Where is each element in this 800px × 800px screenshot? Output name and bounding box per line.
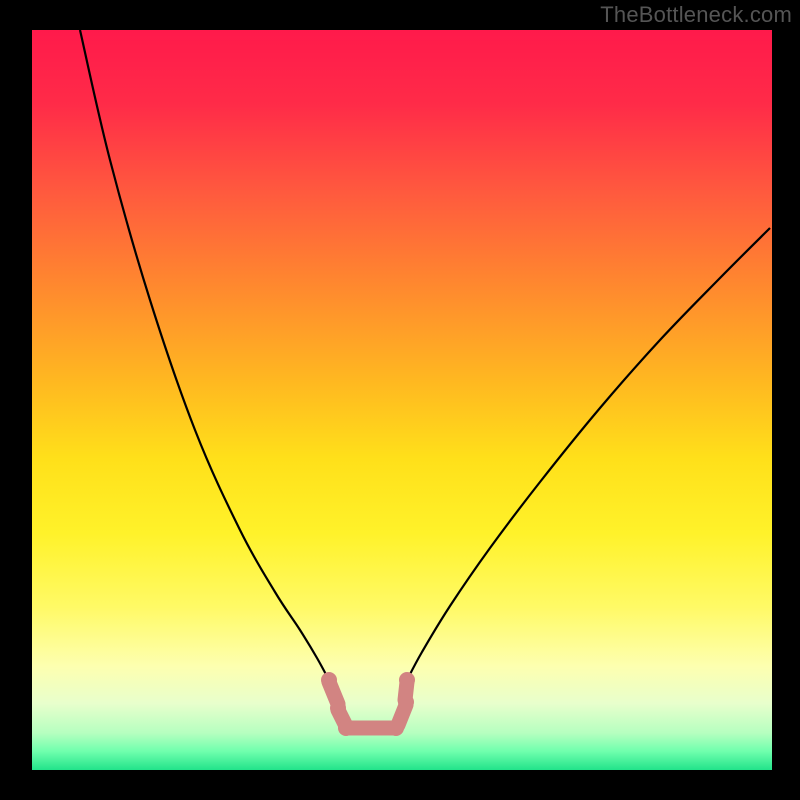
plot-gradient-background	[32, 30, 772, 770]
chart-frame: TheBottleneck.com	[0, 0, 800, 800]
trough-dot	[330, 700, 346, 716]
bottleneck-curve-chart	[0, 0, 800, 800]
trough-dot	[388, 720, 404, 736]
trough-dot	[338, 720, 354, 736]
trough-dot	[398, 694, 414, 710]
trough-dot	[321, 672, 337, 688]
trough-dot	[399, 672, 415, 688]
